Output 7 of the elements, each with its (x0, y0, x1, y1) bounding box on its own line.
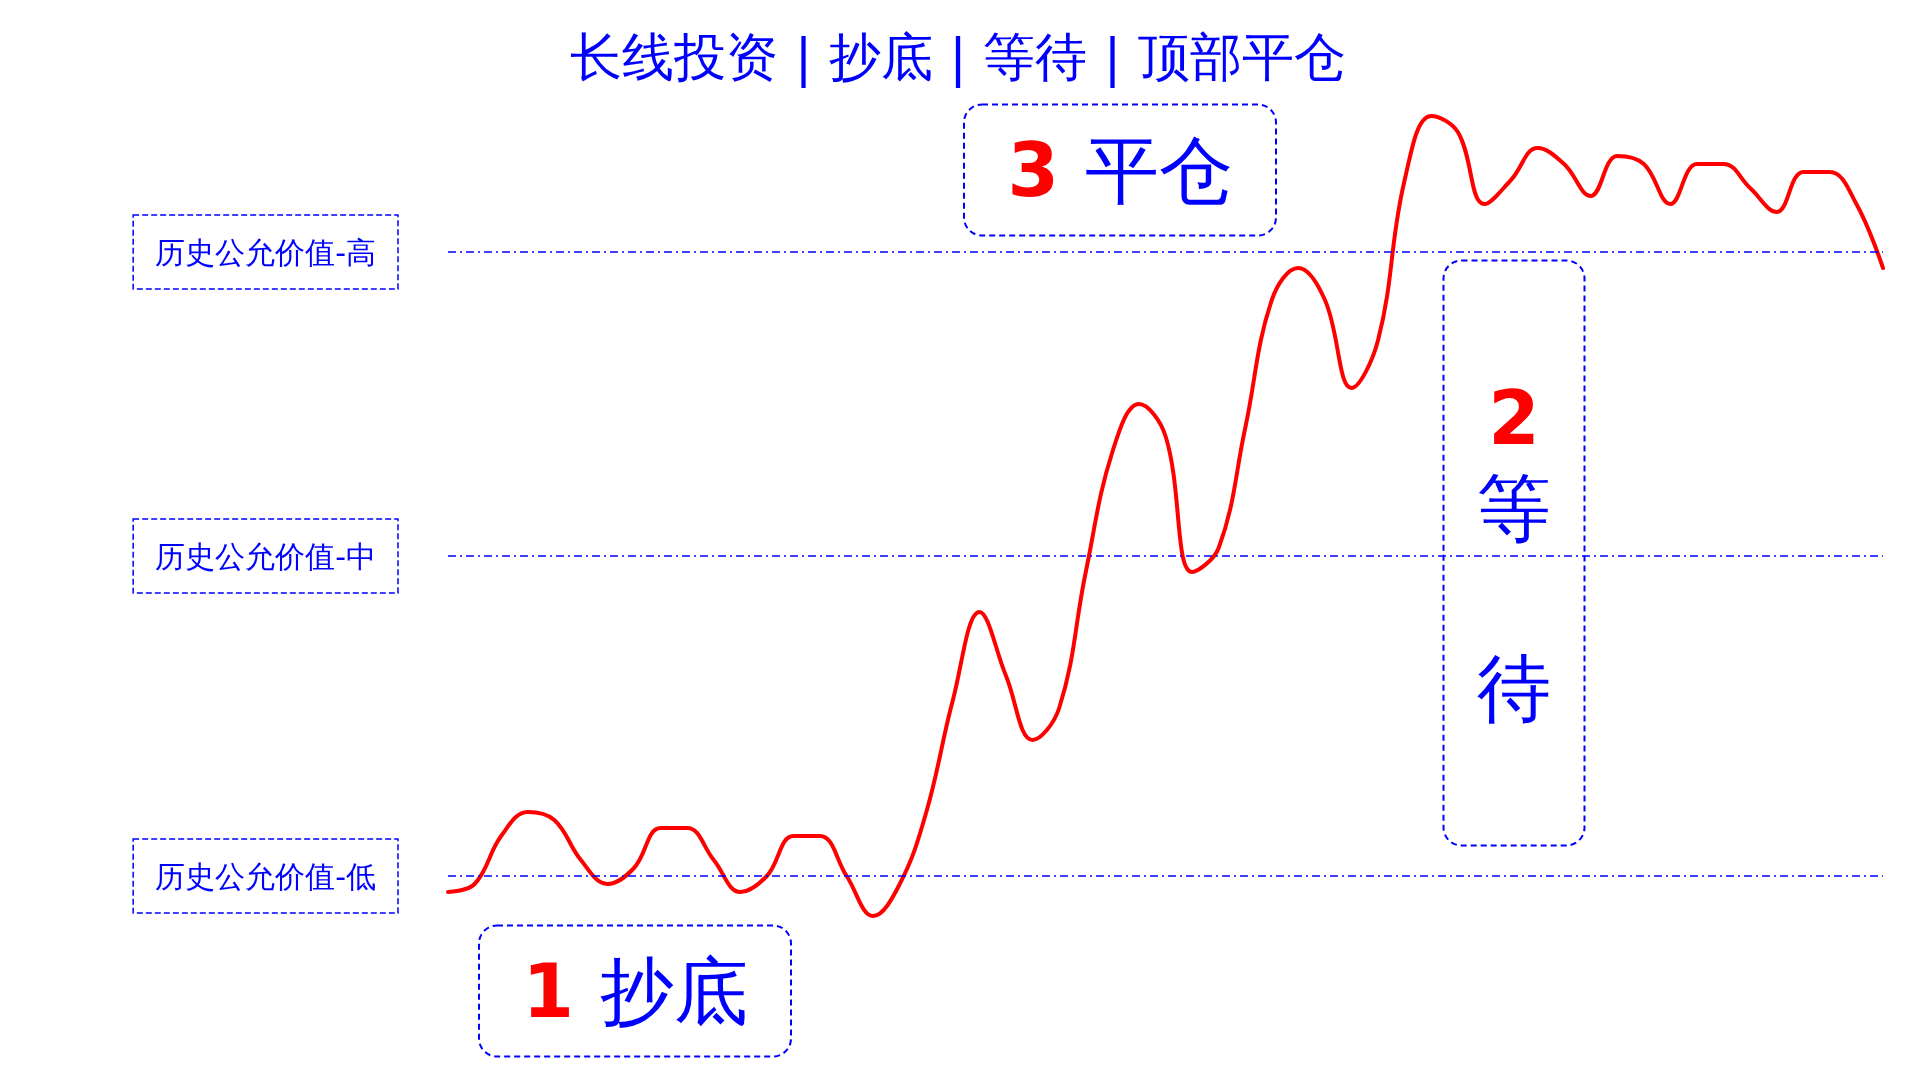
text: 2 等待 (1477, 375, 1551, 731)
ref-line-label: 历史公允价值-高 (155, 234, 376, 270)
ref-line-label: 历史公允价值-中 (155, 538, 376, 574)
text: 1 抄底 (522, 948, 748, 1034)
ref-line-label: 历史公允价值-低 (155, 858, 376, 894)
chart-title: 长线投资 | 抄底 | 等待 | 顶部平仓 (570, 27, 1346, 88)
annotation: 3 平仓 (1007, 127, 1233, 213)
